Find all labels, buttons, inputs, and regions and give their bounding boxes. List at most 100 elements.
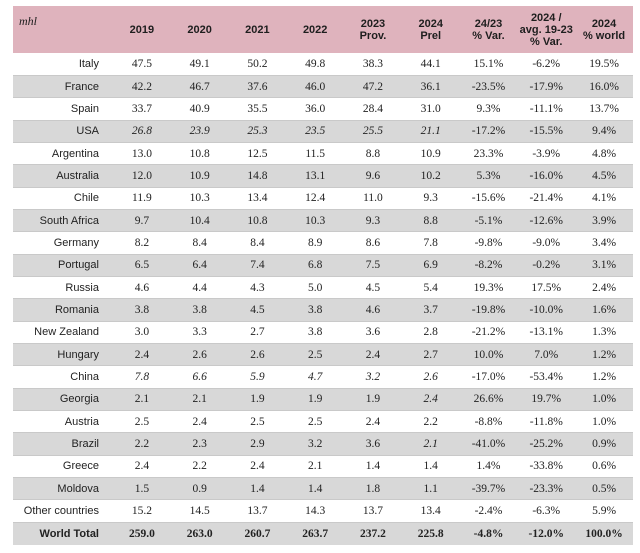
table-cell: 10.3 [305, 214, 326, 227]
country-name: Brazil [71, 438, 99, 451]
table-row: Australia 12.0 10.9 14.8 13.1 9.6 10.2 5.3% -16.… [13, 164, 633, 188]
table-cell: 5.3% [476, 169, 501, 182]
country-name: Germany [53, 236, 99, 249]
table-cell: 10.4 [189, 214, 210, 227]
total-cell: -4.8% [473, 527, 504, 540]
table-cell: 50.2 [247, 57, 268, 70]
table-cell: 2.4 [365, 415, 381, 428]
table-cell: 19.5% [589, 57, 619, 70]
country-name: Austria [64, 415, 99, 428]
table-cell: 1.2% [592, 348, 617, 361]
table-cell: -9.8% [474, 236, 503, 249]
table-cell: 7.5 [365, 259, 381, 272]
table-cell: 4.7 [307, 370, 323, 383]
table-cell: -12.6% [529, 214, 564, 227]
header-row: mhl 2019 2020 2021 2022 2023 Prov. 2024 Prel 24/… [13, 6, 633, 53]
table-cell: 9.3 [423, 192, 438, 205]
table-cell: -9.0% [532, 236, 561, 249]
table-cell: 2.1 [307, 460, 323, 473]
table-cell: 31.0 [420, 102, 441, 115]
table-cell: -6.3% [532, 505, 561, 518]
table-cell: 6.5 [134, 259, 150, 272]
table-cell: 37.6 [247, 80, 268, 93]
table-cell: 46.0 [305, 80, 326, 93]
table-cell: 3.0 [134, 326, 150, 339]
table-cell: 2.2 [423, 415, 438, 428]
table-row: Italy 47.5 49.1 50.2 49.8 38.3 44.1 15.1% -6.2% 1… [13, 53, 633, 76]
table-row: New Zealand 3.0 3.3 2.7 3.8 3.6 2.8 -21.2% -13.1… [13, 321, 633, 344]
country-name: Other countries [23, 505, 99, 518]
table-cell: 2.1 [192, 393, 207, 406]
table-cell: 5.4 [423, 281, 438, 294]
table-cell: -11.8% [529, 415, 563, 428]
table-cell: 2.2 [192, 460, 207, 473]
table-cell: 3.9% [592, 214, 617, 227]
country-name: Australia [56, 169, 99, 182]
table-cell: 23.5 [305, 125, 326, 138]
table-cell: 8.4 [250, 236, 265, 249]
table-cell: 7.4 [250, 259, 265, 272]
table-cell: -17.9% [529, 80, 564, 93]
table-cell: 13.4 [247, 192, 268, 205]
table-cell: 10.9 [189, 169, 210, 182]
table-cell: 4.5 [250, 303, 265, 316]
table-cell: -53.4% [529, 370, 564, 383]
table-cell: 3.1% [592, 259, 617, 272]
table-cell: 10.9 [420, 147, 441, 160]
table-cell: 49.8 [305, 57, 326, 70]
table-row: Austria 2.5 2.4 2.5 2.5 2.4 2.2 -8.8% -11.8% 1.0% [13, 411, 633, 433]
table-cell: 49.1 [189, 57, 210, 70]
table-cell: 3.7 [423, 303, 438, 316]
table-row: Greece 2.4 2.2 2.4 2.1 1.4 1.4 1.4% -33.8% 0.6% [13, 455, 633, 478]
table-cell: 3.2 [307, 438, 323, 451]
column-header: 2019 [129, 23, 155, 36]
table-cell: 2.6 [423, 370, 438, 383]
table-cell: 6.6 [192, 370, 207, 383]
table-cell: 2.5 [250, 415, 265, 428]
table-cell: 5.9 [250, 370, 265, 383]
table-cell: 3.3 [192, 326, 207, 339]
table-cell: 12.5 [247, 147, 268, 160]
table-cell: 1.4 [250, 482, 265, 495]
table-cell: 4.5% [592, 169, 617, 182]
column-header: 2024% world [582, 17, 626, 42]
table-cell: 8.8 [365, 147, 381, 160]
table-row: Chile 11.9 10.3 13.4 12.4 11.0 9.3 -15.6% -21.4%… [13, 187, 633, 210]
table-cell: 4.1% [592, 192, 617, 205]
table-cell: 6.8 [307, 259, 323, 272]
country-name: Romania [54, 303, 99, 316]
table-cell: 16.0% [589, 80, 619, 93]
table-cell: 2.4 [134, 348, 150, 361]
table-cell: 36.1 [420, 80, 441, 93]
table-cell: 4.4 [192, 281, 207, 294]
table-cell: -21.2% [471, 326, 506, 339]
table-cell: 14.5 [189, 505, 210, 518]
table-cell: 1.4% [476, 460, 501, 473]
table-cell: 14.3 [305, 505, 326, 518]
table-row: China 7.8 6.6 5.9 4.7 3.2 2.6 -17.0% -53.4% 1.2% [13, 366, 633, 389]
table-cell: 1.9 [307, 393, 323, 406]
country-name: New Zealand [34, 326, 99, 339]
total-cell: 237.2 [360, 527, 386, 540]
table-cell: 26.8 [131, 125, 152, 138]
table-cell: 26.6% [473, 393, 504, 406]
table-cell: 3.8 [307, 303, 323, 316]
table-cell: 11.0 [363, 192, 383, 205]
table-cell: 2.6 [250, 348, 265, 361]
total-cell: 260.7 [244, 527, 271, 540]
table-cell: 9.6 [365, 169, 381, 182]
table-cell: 11.9 [132, 192, 152, 205]
table-cell: 10.8 [247, 214, 268, 227]
table-row: Spain 33.7 40.9 35.5 36.0 28.4 31.0 9.3% -11.1% 1… [13, 98, 633, 121]
table-cell: 42.2 [131, 80, 152, 93]
table-cell: -0.2% [532, 259, 561, 272]
table-cell: 0.9% [592, 438, 617, 451]
table-cell: -6.2% [532, 57, 561, 70]
table-row: Moldova 1.5 0.9 1.4 1.4 1.8 1.1 -39.7% -23.3% 0.5… [13, 477, 633, 500]
table-cell: 2.9 [250, 438, 265, 451]
table-cell: 1.8 [365, 482, 381, 495]
country-name: Spain [70, 102, 99, 115]
table-cell: 1.5 [134, 482, 150, 495]
total-cell: 225.8 [417, 527, 444, 540]
table-cell: 4.3 [250, 281, 265, 294]
